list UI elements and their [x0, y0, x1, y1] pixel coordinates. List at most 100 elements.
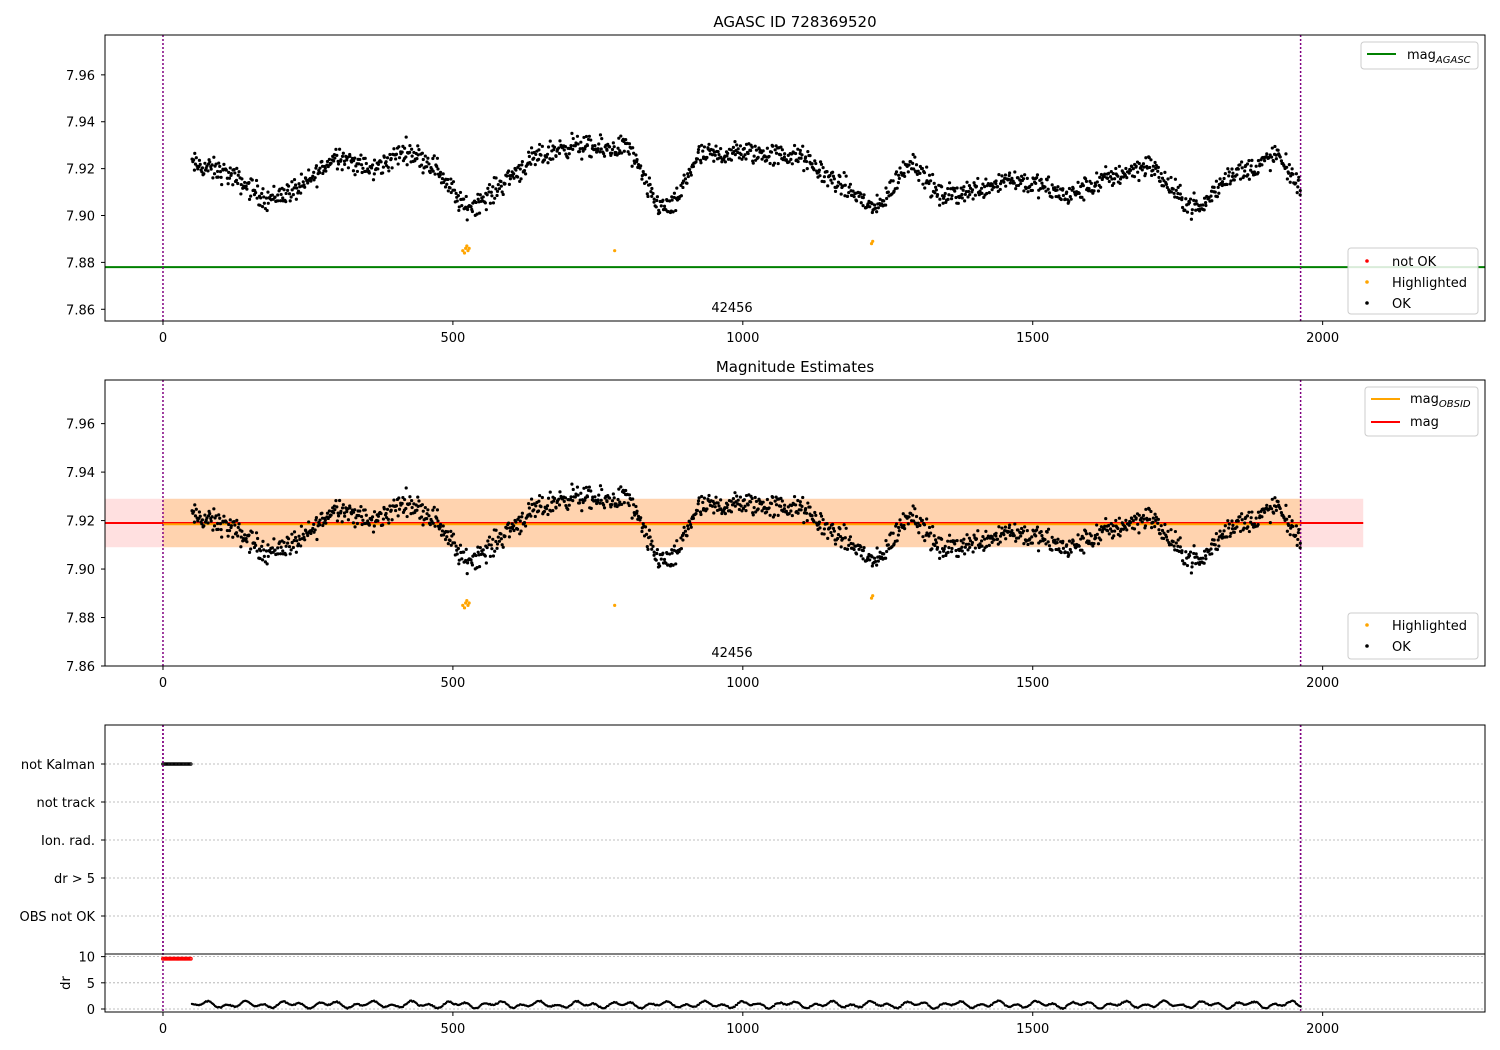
ok-point — [1242, 526, 1246, 530]
ok-point — [772, 513, 777, 517]
flag-point — [165, 762, 170, 766]
ok-point — [381, 171, 385, 175]
ok-point — [891, 531, 895, 535]
ok-point — [886, 543, 890, 547]
ok-point — [562, 148, 566, 152]
ok-point — [818, 511, 823, 516]
ok-point — [332, 511, 336, 515]
ok-point — [336, 511, 340, 515]
ok-point — [270, 193, 274, 197]
ok-point — [491, 185, 495, 189]
ok-point — [487, 535, 492, 539]
ok-point — [1137, 178, 1141, 183]
ok-point — [875, 563, 879, 567]
flag-point — [189, 762, 193, 766]
ok-point — [1076, 533, 1080, 537]
ok-point — [966, 189, 971, 194]
ok-point — [262, 548, 266, 552]
highlighted-point — [465, 598, 469, 603]
ok-point — [486, 186, 490, 191]
ok-point — [527, 154, 531, 159]
ok-point — [836, 536, 840, 541]
ok-point — [445, 535, 449, 539]
ok-point — [972, 533, 976, 537]
ok-point — [403, 497, 407, 502]
ok-point — [1246, 173, 1250, 177]
ok-point — [507, 169, 511, 173]
ok-point — [1050, 535, 1054, 539]
ok-point — [1164, 535, 1169, 539]
ok-point — [665, 552, 669, 556]
ok-point — [416, 504, 420, 508]
ok-point — [488, 554, 493, 558]
ok-point — [465, 207, 470, 212]
ok-point — [597, 493, 601, 497]
ok-point — [831, 174, 836, 178]
ok-point — [1068, 194, 1072, 199]
ok-point — [1282, 164, 1286, 168]
ok-point — [457, 208, 461, 213]
ok-point — [1125, 528, 1129, 532]
ok-point — [566, 507, 570, 511]
ok-point — [323, 518, 327, 522]
ok-point — [1036, 196, 1041, 200]
ok-point — [1030, 535, 1034, 539]
ok-point — [626, 150, 630, 154]
ok-point — [1178, 545, 1182, 549]
ok-point — [784, 509, 788, 513]
ok-point — [360, 522, 364, 527]
ok-point — [994, 181, 998, 186]
ok-point — [227, 170, 231, 174]
ok-point — [1285, 529, 1289, 533]
ok-point — [967, 184, 972, 188]
ok-point — [632, 503, 636, 507]
ok-point — [508, 529, 512, 533]
ok-point — [733, 491, 737, 495]
ok-point — [1082, 551, 1086, 555]
ok-point — [1134, 516, 1138, 520]
ok-point — [431, 169, 435, 173]
ok-point — [950, 546, 954, 551]
ok-point — [822, 175, 827, 179]
ok-point — [276, 552, 280, 556]
ok-point — [736, 147, 740, 151]
ok-point — [446, 530, 450, 534]
ok-point — [700, 143, 704, 147]
ok-point — [265, 208, 269, 213]
ok-point — [1000, 526, 1004, 530]
ok-point — [1013, 170, 1017, 174]
ok-point — [314, 518, 318, 522]
ok-point — [1269, 155, 1274, 159]
ok-point — [1217, 544, 1221, 548]
ok-point — [790, 513, 794, 518]
ok-point — [1192, 551, 1196, 556]
ok-point — [806, 501, 810, 505]
ok-point — [1084, 179, 1089, 183]
ok-point — [752, 154, 756, 158]
ok-point — [364, 161, 368, 166]
ok-point — [1002, 533, 1006, 537]
ok-point — [545, 152, 550, 156]
ok-point — [497, 187, 502, 191]
ok-point — [1256, 523, 1260, 527]
ok-point — [750, 496, 754, 501]
ok-point — [433, 172, 437, 176]
ok-point — [200, 522, 204, 526]
ok-point — [699, 161, 703, 165]
ok-point — [212, 155, 216, 159]
ok-point — [287, 192, 292, 196]
ok-point — [208, 160, 212, 164]
ok-point — [1192, 191, 1196, 195]
ok-point — [1026, 190, 1030, 194]
ok-point — [1288, 180, 1292, 184]
ok-point — [1106, 529, 1110, 533]
ok-point — [1180, 196, 1184, 200]
ok-point — [749, 500, 753, 504]
ok-point — [540, 495, 544, 500]
ok-point — [462, 197, 466, 201]
ok-point — [423, 506, 427, 510]
y-tick-label: 7.88 — [66, 256, 95, 271]
ok-point — [857, 547, 861, 551]
ok-point — [938, 550, 942, 554]
ok-point — [323, 166, 327, 170]
